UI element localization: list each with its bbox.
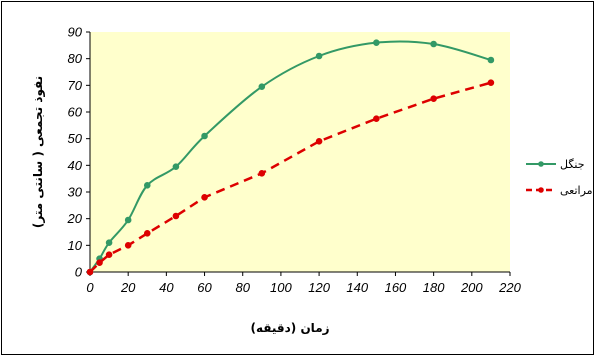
series-1-point bbox=[430, 40, 437, 48]
y-tick-label: 80 bbox=[68, 51, 83, 66]
y-tick-label: 70 bbox=[68, 78, 83, 93]
x-tick-label: 200 bbox=[460, 280, 483, 295]
series-1-point bbox=[315, 52, 323, 60]
series-1-point bbox=[258, 83, 266, 90]
plot-area: 0 10 20 30 40 50 60 70 80 90 0 20 40 60 80 100 120 140 160… bbox=[67, 25, 522, 296]
series-2-point bbox=[373, 115, 380, 122]
series-2-point bbox=[105, 251, 113, 258]
series-2-point bbox=[315, 138, 323, 145]
legend-marker-1 bbox=[538, 161, 544, 167]
series-2-point bbox=[258, 170, 266, 177]
series-1-point bbox=[487, 56, 495, 64]
x-tick-label: 60 bbox=[197, 280, 212, 295]
series-2-point bbox=[124, 242, 132, 249]
legend-marker-2 bbox=[538, 187, 544, 193]
y-tick-label: 20 bbox=[67, 211, 83, 226]
x-axis-label: زمان (دقیقه) bbox=[250, 321, 329, 335]
legend: جنگل مراتعی bbox=[526, 158, 593, 197]
series-2-point bbox=[96, 259, 103, 266]
series-1-point bbox=[172, 163, 180, 170]
y-axis-label: نفوذ تجمعی ( سانتی متر) bbox=[31, 76, 46, 228]
series-2-point bbox=[430, 95, 437, 102]
series-1-point bbox=[373, 39, 380, 46]
x-tick-label: 80 bbox=[235, 280, 250, 295]
series-2-point bbox=[487, 79, 495, 86]
series-1-point bbox=[124, 216, 132, 224]
legend-label-2: مراتعی bbox=[560, 184, 593, 197]
series-2-point bbox=[86, 268, 94, 276]
x-tick-label: 120 bbox=[308, 280, 330, 295]
x-tick-label: 20 bbox=[120, 280, 136, 295]
y-tick-label: 40 bbox=[68, 158, 83, 173]
series-1-point bbox=[105, 239, 113, 246]
y-tick-label: 0 bbox=[75, 265, 83, 280]
series-2-point bbox=[172, 212, 180, 220]
x-tick-label: 180 bbox=[423, 280, 445, 295]
y-tick-label: 60 bbox=[68, 105, 83, 120]
series-1-point bbox=[143, 182, 151, 189]
series-2-point bbox=[201, 194, 208, 201]
series-1-point bbox=[201, 132, 208, 140]
x-tick-label: 100 bbox=[270, 280, 292, 295]
legend-label-1: جنگل bbox=[560, 158, 585, 171]
y-tick-label: 10 bbox=[68, 238, 83, 253]
x-tick-label: 160 bbox=[385, 280, 407, 295]
y-tick-label: 50 bbox=[68, 131, 83, 146]
series-2-point bbox=[143, 230, 151, 237]
x-tick-label: 220 bbox=[498, 280, 521, 295]
x-tick-label: 40 bbox=[159, 280, 174, 295]
x-tick-label: 140 bbox=[346, 280, 368, 295]
x-tick-label: 0 bbox=[86, 280, 94, 295]
y-tick-label: 90 bbox=[68, 25, 83, 40]
y-tick-label: 30 bbox=[68, 185, 83, 200]
